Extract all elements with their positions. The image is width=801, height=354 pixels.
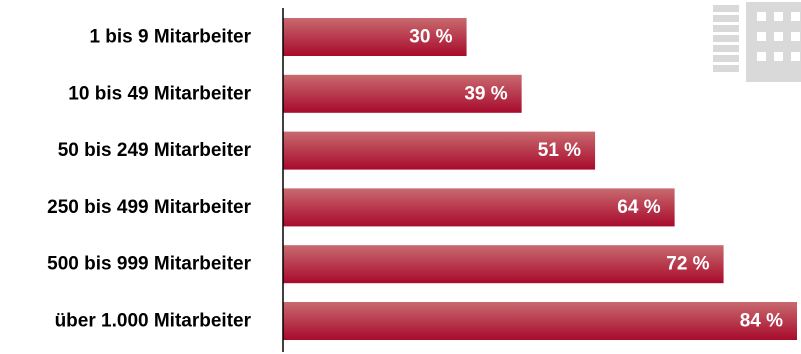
bar [283,245,724,284]
category-label: 250 bis 499 Mitarbeiter [47,197,251,218]
value-label: 72 % [666,254,709,275]
building-icon [713,2,801,82]
category-label: 500 bis 999 Mitarbeiter [47,254,251,275]
value-labels: 30 % 39 % 51 % 64 % 72 % 84 % [409,27,783,332]
value-label: 30 % [409,27,452,48]
category-label: 1 bis 9 Mitarbeiter [89,27,251,48]
bars [283,18,797,340]
bar [283,302,797,340]
bar [283,18,467,56]
bar [283,131,596,170]
category-labels: 1 bis 9 Mitarbeiter 10 bis 49 Mitarbeiter… [47,27,251,332]
value-label: 51 % [538,140,581,161]
value-label: 84 % [740,311,783,332]
bar [283,74,522,113]
bar [283,188,675,227]
value-label: 39 % [464,83,507,104]
category-label: 50 bis 249 Mitarbeiter [58,140,252,161]
category-label: 10 bis 49 Mitarbeiter [68,83,251,104]
category-label: über 1.000 Mitarbeiter [55,311,252,332]
value-label: 64 % [617,197,660,218]
